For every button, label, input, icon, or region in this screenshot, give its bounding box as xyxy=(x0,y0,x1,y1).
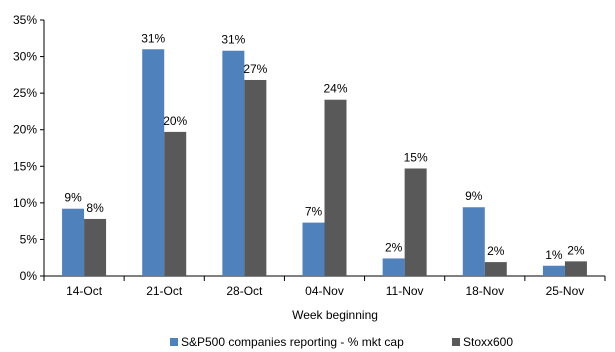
bar-stoxx600 xyxy=(84,218,107,276)
x-tick-label: 25-Nov xyxy=(546,284,585,298)
y-tick-label: 0% xyxy=(20,269,38,283)
data-label: 27% xyxy=(243,62,267,76)
y-tick-label: 35% xyxy=(13,13,37,27)
data-label: 31% xyxy=(141,31,165,45)
data-label: 9% xyxy=(465,189,483,203)
bar-sp500 xyxy=(62,208,85,276)
x-tick-label: 21-Oct xyxy=(146,284,183,298)
legend: S&P500 companies reporting - % mkt cap S… xyxy=(170,335,513,349)
data-label: 24% xyxy=(323,82,347,96)
bar-stoxx600 xyxy=(324,99,347,277)
y-tick-label: 5% xyxy=(20,232,38,246)
bars xyxy=(62,49,587,277)
x-tick-label: 28-Oct xyxy=(226,284,263,298)
y-tick-label: 10% xyxy=(13,196,37,210)
data-label: 9% xyxy=(64,191,82,205)
bar-sp500 xyxy=(462,207,485,276)
data-label: 15% xyxy=(404,150,428,164)
bar-stoxx600 xyxy=(564,261,587,276)
data-label: 8% xyxy=(86,201,104,215)
legend-swatch-sp500 xyxy=(170,338,178,346)
bar-stoxx600 xyxy=(404,168,427,276)
data-label: 2% xyxy=(487,244,505,258)
data-label: 20% xyxy=(163,114,187,128)
data-label: 31% xyxy=(221,33,245,47)
y-tick-label: 20% xyxy=(13,123,37,137)
x-tick-label: 11-Nov xyxy=(386,284,424,298)
axes: 0% 5% 10% 15% 20% 25% 30% 35% 14-Oct 21-Oct 28-Oct… xyxy=(13,13,606,298)
legend-label-stoxx600: Stoxx600 xyxy=(463,335,513,349)
y-tick-label: 30% xyxy=(13,50,37,64)
y-tick-label: 25% xyxy=(13,86,37,100)
data-label: 2% xyxy=(567,243,585,257)
legend-label-sp500: S&P500 companies reporting - % mkt cap xyxy=(181,335,404,349)
data-labels: 9% 31% 31% 7% 2% 9% 1% 8% 20% 27% 24% 15% 2% 2% xyxy=(64,31,585,262)
bar-stoxx600 xyxy=(484,262,507,276)
bar-sp500 xyxy=(302,222,325,276)
data-label: 7% xyxy=(305,205,323,219)
legend-swatch-stoxx600 xyxy=(452,338,460,346)
bar-sp500 xyxy=(222,50,245,276)
x-tick-label: 14-Oct xyxy=(66,284,103,298)
data-label: 2% xyxy=(385,240,403,254)
bar-sp500 xyxy=(142,49,165,276)
x-tick-label: 18-Nov xyxy=(465,284,504,298)
x-tick-label: 04-Nov xyxy=(305,284,344,298)
x-axis-title: Week beginning xyxy=(292,308,378,322)
bar-stoxx600 xyxy=(244,79,267,276)
bar-sp500 xyxy=(542,265,565,276)
bar-stoxx600 xyxy=(164,131,187,276)
y-tick-label: 15% xyxy=(13,159,37,173)
data-label: 1% xyxy=(545,248,563,262)
bar-sp500 xyxy=(382,258,405,276)
